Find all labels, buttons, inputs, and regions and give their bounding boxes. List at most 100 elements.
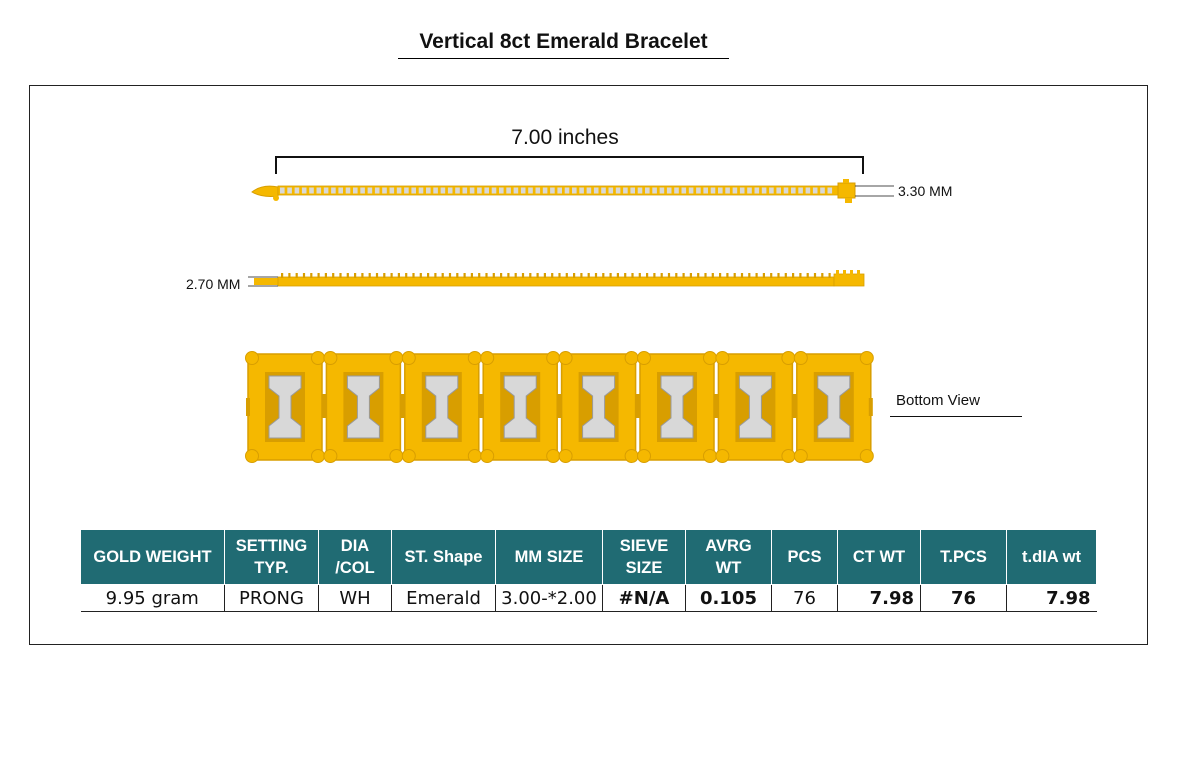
prong xyxy=(324,273,327,278)
table-row: 9.95 gram PRONG WH Emerald 3.00-*2.00 #N… xyxy=(80,584,1097,612)
header-mm-size: MM SIZE xyxy=(495,529,603,585)
prong xyxy=(412,273,415,278)
stone xyxy=(747,187,752,194)
prong xyxy=(799,273,802,278)
length-dimension-tick-right xyxy=(862,156,864,174)
prong xyxy=(616,273,619,278)
prong xyxy=(339,273,342,278)
corner-prong xyxy=(546,351,561,365)
clasp-pin xyxy=(273,195,279,201)
stone xyxy=(513,187,519,194)
corner-prong xyxy=(401,449,416,463)
stone xyxy=(294,187,300,194)
prong xyxy=(536,273,539,278)
cell-mm-size: 3.00-*2.00 xyxy=(495,584,603,612)
stone xyxy=(783,187,789,194)
prong xyxy=(828,273,831,278)
prong xyxy=(295,273,298,278)
stone xyxy=(739,187,745,194)
corner-prong xyxy=(859,449,874,463)
stone xyxy=(440,187,446,194)
corner-prong xyxy=(624,449,639,463)
stone xyxy=(812,187,818,194)
prong xyxy=(281,273,284,278)
stone xyxy=(798,187,803,194)
header-line: GOLD WEIGHT xyxy=(93,547,212,566)
stone xyxy=(477,187,482,194)
clasp-prong xyxy=(857,270,860,275)
cell-dia-col: WH xyxy=(318,584,392,612)
prong xyxy=(646,273,649,278)
prong xyxy=(748,273,751,278)
prong xyxy=(310,273,313,278)
corner-prong xyxy=(558,449,573,463)
stone xyxy=(360,187,365,194)
stone xyxy=(572,187,577,194)
corner-prong xyxy=(793,449,808,463)
prong xyxy=(390,273,393,278)
length-dimension-tick-left xyxy=(275,156,277,174)
side-clasp-box xyxy=(833,273,865,287)
prong xyxy=(792,273,795,278)
stone-opening xyxy=(817,375,851,439)
stone xyxy=(696,187,701,194)
prong xyxy=(565,273,568,278)
side-strip xyxy=(277,276,835,287)
corner-prong xyxy=(637,449,651,463)
page-title: Vertical 8ct Emerald Bracelet xyxy=(419,30,708,53)
cell-stone-shape: Emerald xyxy=(391,584,496,612)
clasp-box xyxy=(837,182,856,199)
corner-prong xyxy=(480,449,495,463)
bottom-link xyxy=(558,351,644,463)
stone xyxy=(404,187,409,194)
stone xyxy=(338,187,343,194)
corner-prong xyxy=(389,351,404,365)
stone xyxy=(484,187,489,194)
cell-sieve-size: #N/A xyxy=(602,584,686,612)
prong xyxy=(543,273,546,278)
stone xyxy=(579,187,584,194)
corner-prong xyxy=(245,351,259,365)
header-line: WT xyxy=(715,559,742,577)
corner-prong xyxy=(637,351,651,365)
corner-prong xyxy=(480,351,495,365)
cell-t-dia-wt: 7.98 xyxy=(1006,584,1097,612)
length-dimension-line xyxy=(275,156,863,158)
prong xyxy=(587,273,590,278)
stone xyxy=(688,187,694,194)
prong xyxy=(689,273,692,278)
bottom-link xyxy=(323,351,409,463)
clasp-prong xyxy=(836,270,839,275)
header-line: DIA xyxy=(340,536,370,555)
prong xyxy=(383,273,386,278)
corner-prong xyxy=(859,351,874,365)
prong xyxy=(419,273,422,278)
prong xyxy=(719,273,722,278)
corner-prong xyxy=(311,351,325,365)
stone xyxy=(608,187,614,194)
corner-prong xyxy=(793,351,808,365)
cell-gold-weight: 9.95 gram xyxy=(80,584,225,612)
prong xyxy=(740,273,744,278)
stone xyxy=(586,187,592,194)
corner-prong xyxy=(401,351,416,365)
stone xyxy=(418,187,424,194)
prong xyxy=(507,273,510,278)
prong xyxy=(463,273,466,278)
clasp-bottom-tab xyxy=(845,198,852,203)
stone xyxy=(345,187,351,194)
stone xyxy=(791,187,796,194)
prong xyxy=(368,273,371,278)
prong xyxy=(317,273,320,278)
stone xyxy=(316,187,322,194)
prong xyxy=(361,273,364,278)
corner-prong xyxy=(323,449,338,463)
stone xyxy=(287,187,292,194)
prong xyxy=(405,273,408,278)
stone xyxy=(520,187,526,194)
stone xyxy=(761,187,767,194)
header-line: ST. Shape xyxy=(404,547,483,566)
bottom-link xyxy=(401,351,488,463)
stone xyxy=(820,187,825,194)
